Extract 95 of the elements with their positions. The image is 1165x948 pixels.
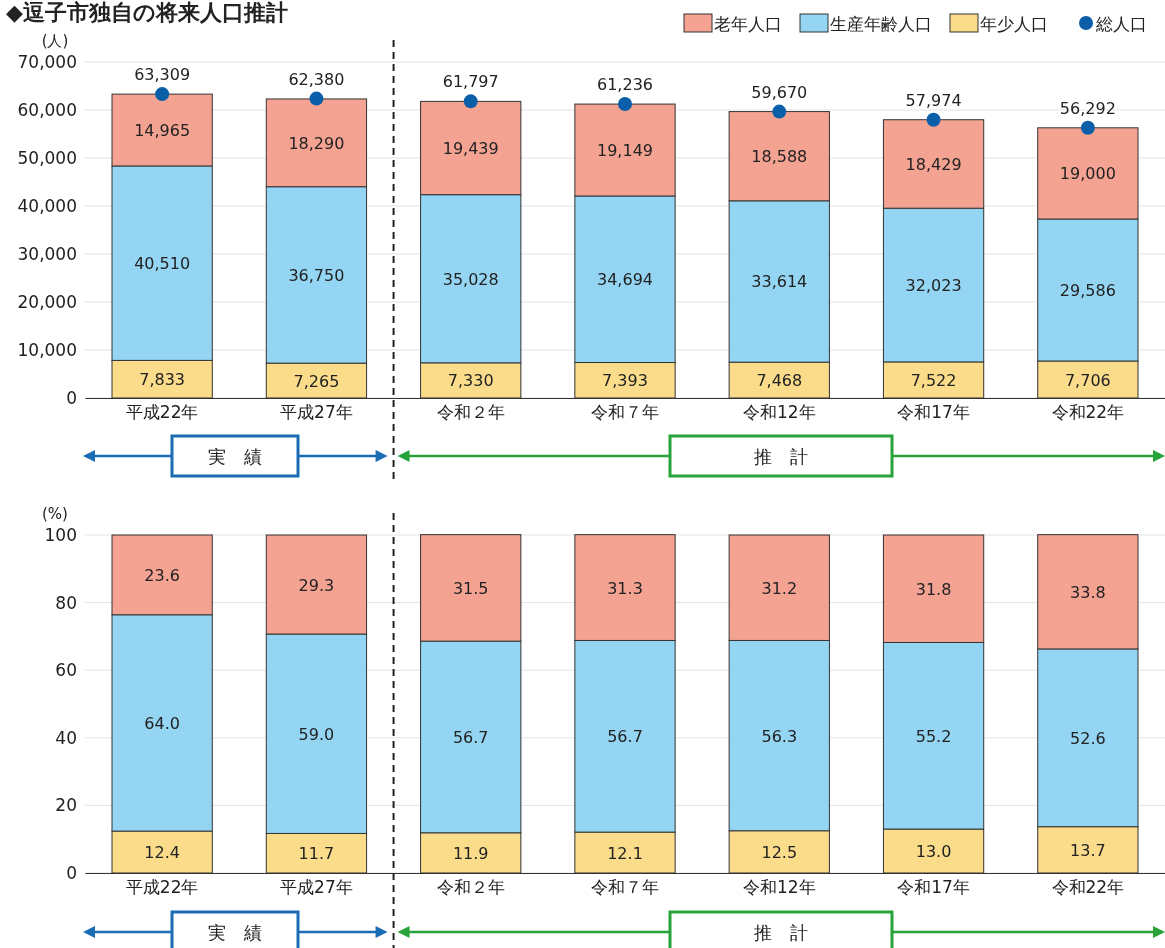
data-label: 7,706: [1064, 370, 1111, 390]
y-tick-label: 50,000: [17, 147, 77, 168]
y-tick-label: 60: [55, 660, 77, 681]
point: [1080, 120, 1095, 135]
data-label: 34,694: [597, 270, 653, 290]
legend-label: 生産年齢人口: [830, 14, 932, 34]
x-tick-label: 令和12年: [742, 877, 816, 898]
data-label: 61,797: [442, 72, 499, 92]
data-label: 57,974: [905, 90, 962, 110]
y-tick-label: 20,000: [17, 291, 77, 312]
data-label: 29,586: [1059, 281, 1116, 300]
point: [155, 87, 170, 102]
data-label: 29.3: [298, 575, 335, 595]
data-label: 19,000: [1059, 164, 1116, 184]
y-axis-title: (人): [41, 32, 69, 50]
y-tick-label: 10,000: [17, 339, 77, 360]
data-label: 35,028: [442, 269, 499, 289]
text: 実 績: [208, 446, 262, 467]
point: [309, 91, 324, 106]
x-tick-label: 平成22年: [125, 877, 199, 898]
y-tick-label: 80: [55, 592, 77, 613]
data-label: 31.3: [607, 578, 643, 598]
y-tick-label: 0: [66, 387, 77, 408]
data-label: 7,330: [447, 371, 494, 391]
data-label: 56.7: [452, 727, 489, 747]
data-label: 13.7: [1070, 840, 1106, 860]
x-tick-label: 平成22年: [125, 402, 199, 423]
data-label: 7,265: [293, 371, 340, 391]
point: [772, 104, 787, 119]
data-label: 33.8: [1070, 582, 1106, 602]
data-label: 18,429: [905, 154, 962, 174]
x-tick-label: 平成27年: [280, 877, 353, 898]
data-label: 12.5: [761, 842, 798, 862]
point: [618, 97, 632, 112]
data-label: 12.4: [144, 843, 180, 863]
point: [926, 112, 941, 127]
data-label: 14,965: [134, 121, 191, 141]
x-tick-label: 令和12年: [742, 402, 816, 423]
y-tick-label: 70,000: [17, 51, 77, 72]
x-tick-label: 令和２年: [436, 877, 505, 898]
x-tick-label: 令和７年: [591, 877, 659, 898]
data-label: 33,614: [751, 272, 808, 292]
y-tick-label: 40,000: [17, 195, 77, 216]
x-tick-label: 令和17年: [897, 877, 970, 898]
y-tick-label: 100: [44, 524, 77, 545]
data-label: 11.9: [452, 843, 489, 863]
data-label: 11.7: [298, 844, 335, 864]
data-label: 61,236: [597, 75, 653, 95]
data-label: 7,393: [602, 371, 648, 391]
y-tick-label: 0: [66, 862, 77, 883]
y-tick-label: 60,000: [17, 99, 77, 120]
data-label: 56.3: [761, 726, 798, 746]
y-tick-label: 20: [55, 795, 77, 816]
text: 推 計: [754, 922, 808, 943]
legend-label: 年少人口: [980, 14, 1048, 34]
data-label: 18,290: [288, 133, 345, 153]
data-label: 31.8: [915, 579, 952, 599]
text: 推 計: [754, 446, 808, 467]
data-label: 7,522: [910, 370, 957, 390]
legend-label: 総人口: [1095, 14, 1147, 34]
y-tick-label: 40: [55, 727, 77, 748]
data-label: 12.1: [607, 843, 643, 863]
data-label: 64.0: [144, 713, 180, 733]
x-tick-label: 令和22年: [1051, 402, 1125, 423]
data-label: 59.0: [298, 724, 335, 744]
point: [463, 94, 478, 109]
data-label: 56.7: [607, 727, 643, 747]
text: 実 績: [208, 922, 262, 943]
legend-label: 老年人口: [714, 14, 782, 34]
y-axis-title: (%): [42, 505, 68, 523]
data-label: 7,833: [139, 370, 186, 390]
data-label: 19,149: [597, 141, 653, 161]
data-label: 36,750: [288, 265, 345, 285]
data-label: 55.2: [915, 726, 952, 746]
data-label: 23.6: [144, 565, 180, 585]
x-tick-label: 令和７年: [591, 402, 659, 423]
data-label: 32,023: [905, 276, 962, 296]
x-tick-label: 令和２年: [436, 402, 505, 423]
data-label: 63,309: [134, 65, 191, 85]
data-label: 18,588: [751, 147, 808, 167]
data-label: 31.5: [452, 578, 489, 598]
data-label: 13.0: [915, 842, 952, 862]
y-tick-label: 30,000: [17, 243, 77, 264]
data-label: 62,380: [288, 69, 345, 89]
data-label: 19,439: [442, 139, 499, 159]
data-label: 59,670: [751, 82, 808, 102]
x-tick-label: 平成27年: [280, 402, 353, 423]
chart-title: ◆逗子市独自の将来人口推計: [6, 0, 288, 25]
data-label: 7,468: [756, 371, 803, 391]
data-label: 40,510: [134, 254, 191, 274]
data-label: 56,292: [1059, 98, 1116, 118]
data-label: 52.6: [1070, 728, 1106, 748]
data-label: 31.2: [761, 578, 798, 598]
x-tick-label: 令和22年: [1051, 877, 1125, 898]
x-tick-label: 令和17年: [897, 402, 970, 423]
